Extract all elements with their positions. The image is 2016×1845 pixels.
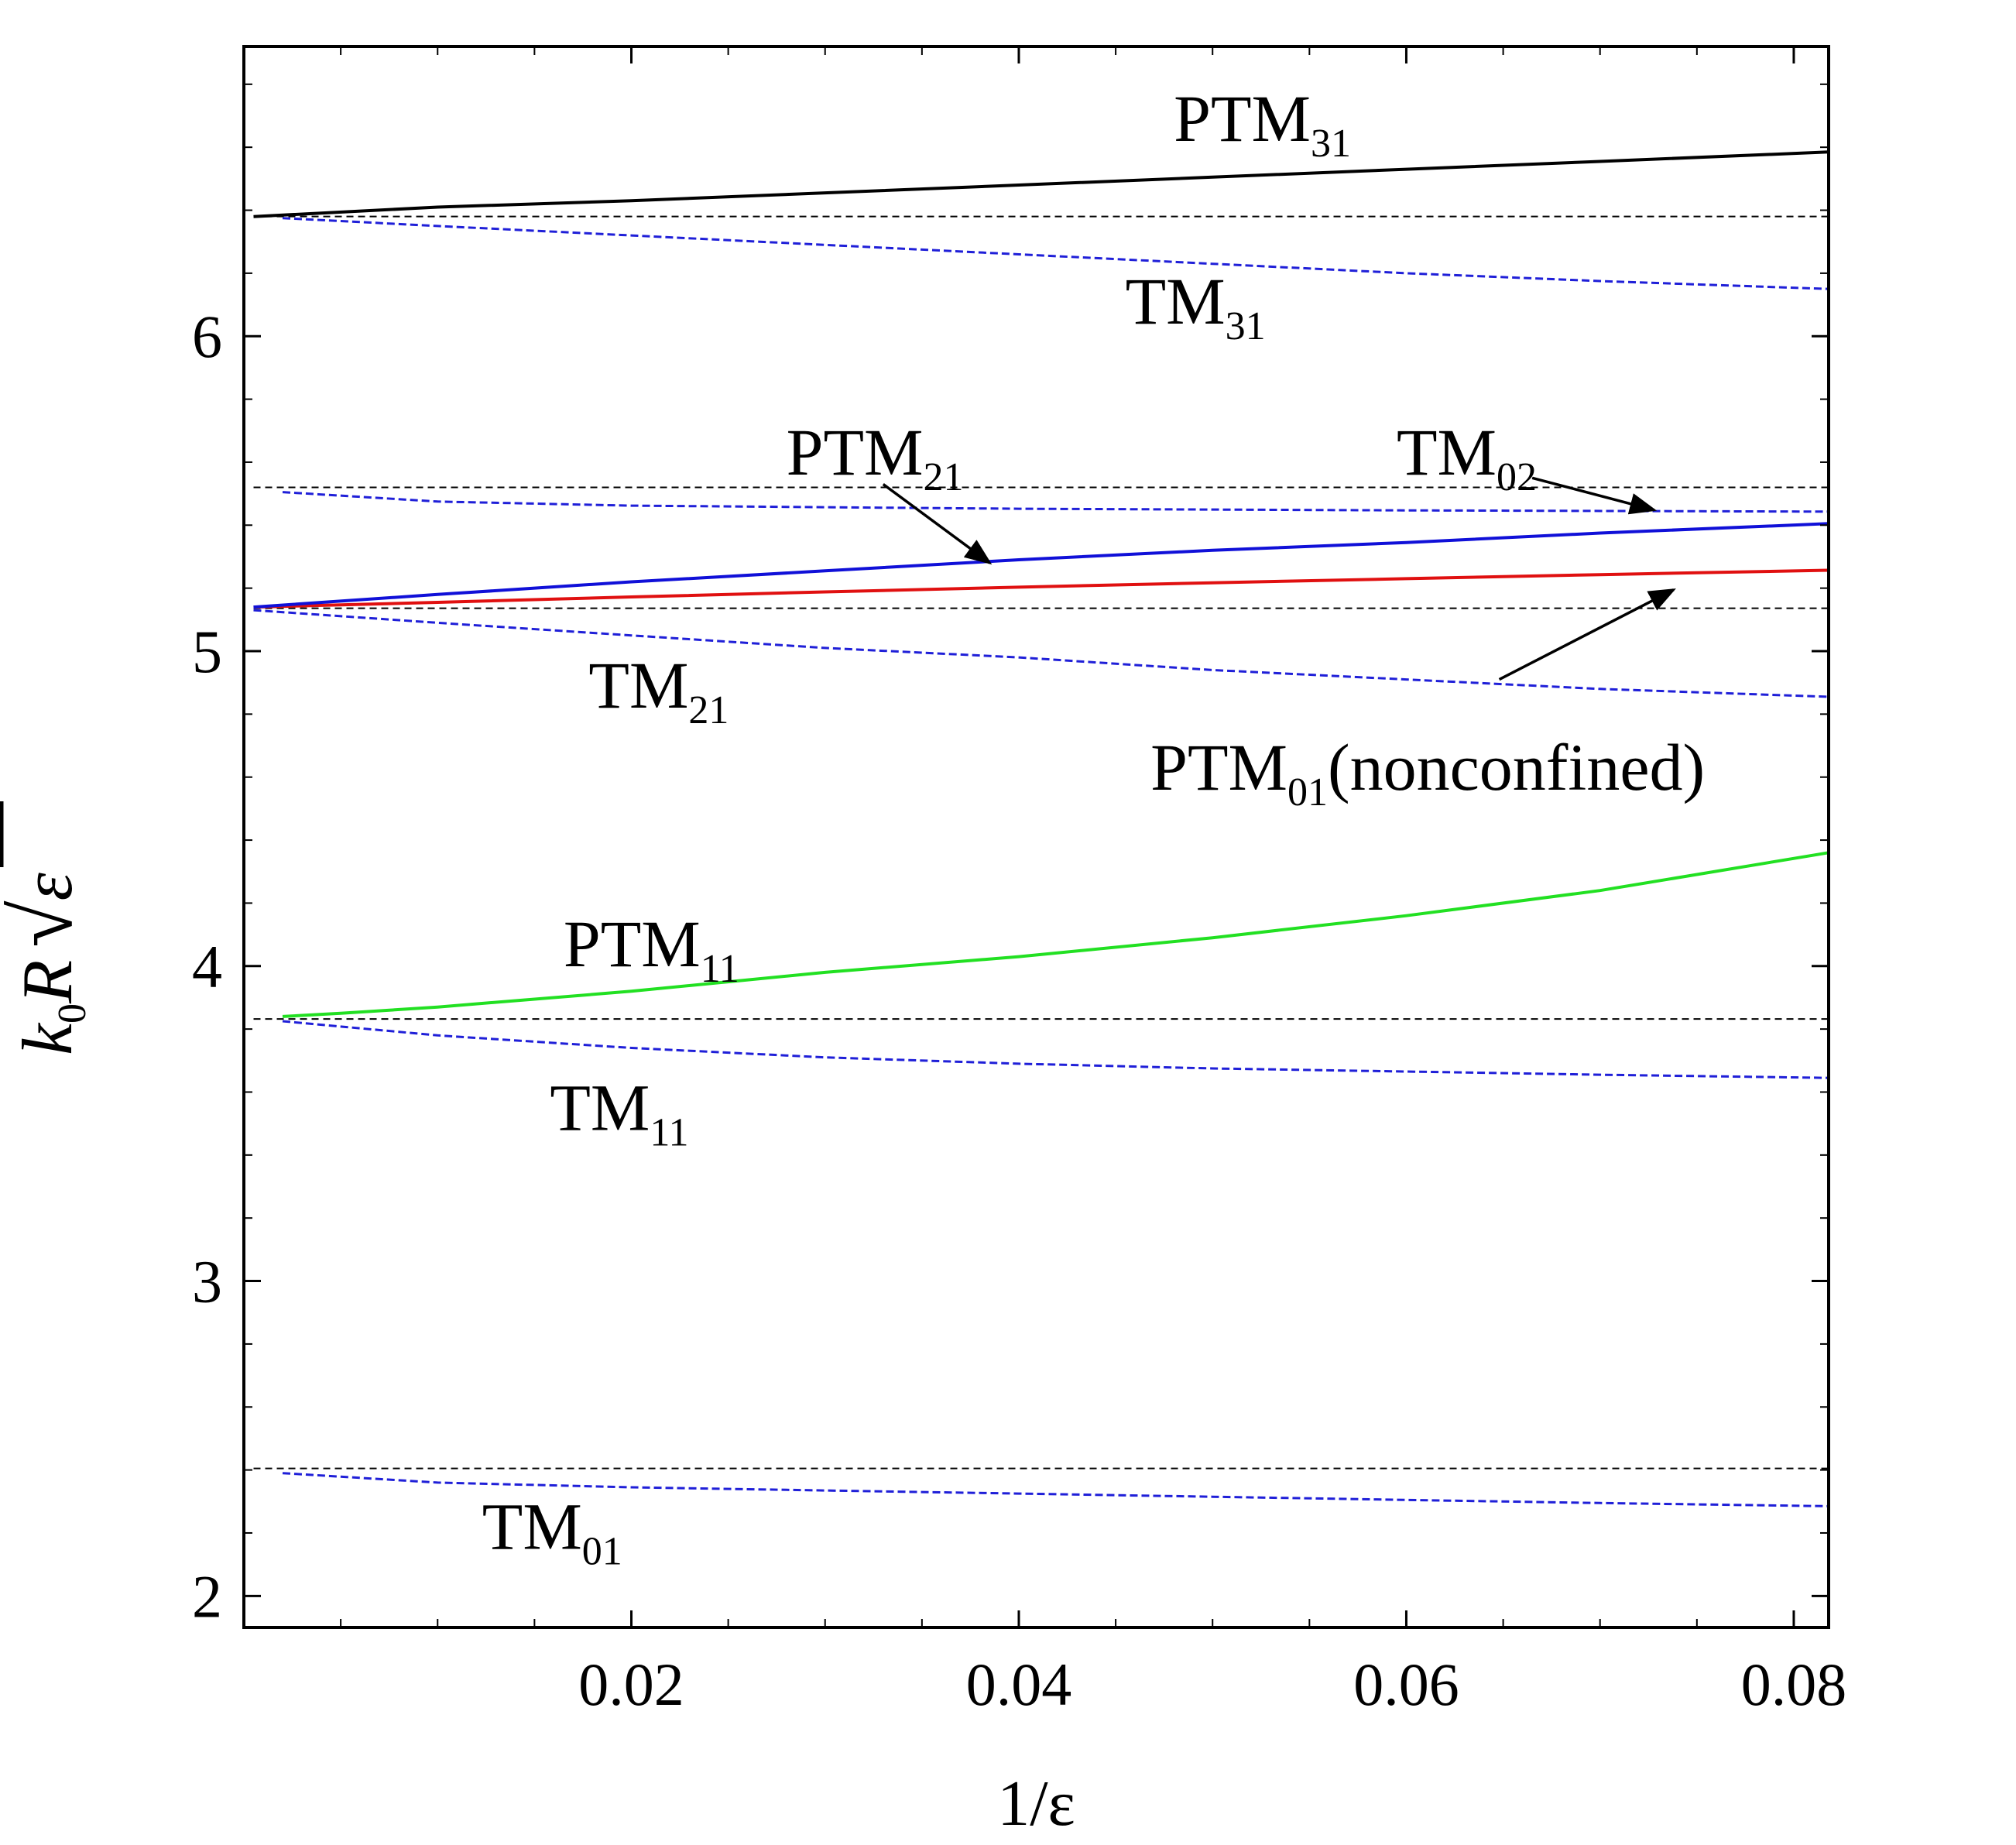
series-ptm21 bbox=[253, 522, 1829, 609]
series-tm21 bbox=[253, 609, 1829, 698]
series-ptm11 bbox=[282, 851, 1829, 1018]
series-tm02 bbox=[282, 491, 1829, 513]
x-tick-label: 0.04 bbox=[966, 1651, 1072, 1718]
series-layer bbox=[253, 150, 1829, 1507]
mode-labels: PTM31 TM31 PTM21 TM02 TM21 PTM01(nonconfined)… bbox=[482, 81, 1705, 1573]
mode-label-ptm21: PTM21 bbox=[787, 415, 964, 499]
mode-label-ptm01: PTM01(nonconfined) bbox=[1150, 730, 1705, 814]
mode-label-tm21: TM21 bbox=[588, 648, 729, 732]
y-title-k: k bbox=[8, 1022, 87, 1055]
plot-frame bbox=[242, 45, 1830, 1629]
mode-label-ptm31: PTM31 bbox=[1174, 81, 1351, 166]
mode-label-tm02: TM02 bbox=[1397, 415, 1537, 499]
mode-label-ptm11: PTM11 bbox=[564, 907, 739, 991]
annotation-arrow-0 bbox=[882, 483, 993, 565]
y-title-r: R bbox=[8, 960, 87, 1004]
y-tick-label: 4 bbox=[192, 933, 222, 1000]
y-tick-label: 3 bbox=[192, 1248, 222, 1315]
axis-ticks: 0.02 0.04 0.06 0.08 2 3 4 5 6 bbox=[192, 46, 1846, 1718]
mode-label-tm01: TM01 bbox=[482, 1489, 622, 1573]
series-tm31 bbox=[282, 217, 1829, 290]
y-title-k-sub: 0 bbox=[50, 1003, 94, 1024]
reference-lines bbox=[253, 215, 1829, 1469]
annotation-arrow-2 bbox=[1498, 588, 1676, 681]
y-title-epsilon: ε bbox=[8, 872, 87, 900]
series-tm11 bbox=[282, 1020, 1829, 1079]
y-tick-label: 6 bbox=[192, 303, 222, 370]
x-axis-title: 1/ε bbox=[997, 1768, 1075, 1840]
x-tick-label: 0.08 bbox=[1741, 1651, 1847, 1718]
series-tm01 bbox=[282, 1472, 1829, 1507]
annotation-arrow-1 bbox=[1531, 476, 1658, 515]
x-tick-label: 0.06 bbox=[1353, 1651, 1459, 1718]
y-tick-label: 2 bbox=[192, 1562, 222, 1630]
series-ptm31 bbox=[253, 150, 1829, 218]
mode-label-tm11: TM11 bbox=[550, 1070, 688, 1154]
series-ptm01-nonconfined bbox=[253, 568, 1829, 609]
y-axis-title: k0R √ε bbox=[0, 801, 94, 1055]
y-tick-label: 5 bbox=[192, 618, 222, 685]
svg-text:k0R√ε: k0R √ε bbox=[0, 872, 94, 1055]
y-title-radical: √ bbox=[0, 900, 90, 948]
annotation-arrows bbox=[882, 476, 1676, 681]
mode-label-tm31: TM31 bbox=[1126, 264, 1266, 348]
x-tick-label: 0.02 bbox=[578, 1651, 684, 1718]
